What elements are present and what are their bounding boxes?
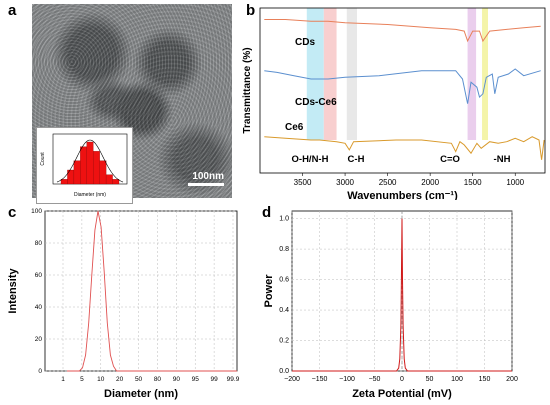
x-tick-label: −100 — [339, 376, 355, 383]
x-tick-label: 50 — [426, 376, 434, 383]
histogram-chart: Diameter (nm) Count — [40, 133, 128, 198]
band-label: -NH — [494, 154, 511, 165]
dls-frame — [44, 210, 238, 372]
zeta-potential-curve — [292, 218, 512, 372]
panel-label-b: b — [246, 2, 256, 19]
y-tick-label: 100 — [31, 208, 42, 215]
y-tick-label: 60 — [35, 272, 43, 279]
x-tick-label: 99.9 — [227, 376, 240, 383]
histogram-y-label: Count — [40, 152, 46, 166]
y-tick-label: 0.4 — [279, 307, 289, 314]
series-label: CDs-Ce6 — [295, 97, 337, 108]
x-tick-label: 5 — [80, 376, 84, 383]
band-ch — [346, 8, 357, 140]
series-line-cds — [264, 19, 541, 43]
x-tick-label: 3500 — [294, 178, 312, 187]
gaussian-fit-curve — [56, 139, 124, 183]
y-tick-label: 0 — [38, 368, 42, 375]
histogram-bar — [80, 146, 87, 185]
zeta-chart: −200 −150 −100 −50 0 50 100 150 200 0.0 0.2 0.4 0.6 0… — [263, 210, 518, 400]
y-tick-label: 40 — [35, 304, 43, 311]
scale-bar — [188, 183, 224, 186]
x-tick-label: 200 — [506, 376, 518, 383]
size-histogram-inset: Diameter (nm) Count — [36, 127, 133, 204]
y-tick-label: 1.0 — [279, 216, 289, 223]
panel-label-a: a — [8, 2, 17, 19]
tem-micrograph: 100nm — [32, 4, 232, 198]
scale-bar-label: 100nm — [192, 171, 224, 182]
histogram-bar — [73, 160, 81, 185]
y-tick-label: 0.2 — [279, 338, 289, 345]
panel-label-d: d — [262, 204, 272, 221]
x-tick-label: 100 — [451, 376, 463, 383]
x-tick-label: 50 — [135, 376, 143, 383]
histogram-bar — [99, 160, 107, 185]
series-label: CDs — [295, 37, 315, 48]
x-tick-label: −150 — [312, 376, 328, 383]
x-tick-label: 2500 — [379, 178, 397, 187]
x-tick-label: 1000 — [506, 178, 524, 187]
panel-label-c: c — [8, 204, 17, 221]
y-axis-label: Intensity — [7, 268, 19, 314]
x-axis-label: Wavenumbers (cm⁻¹) — [347, 190, 458, 200]
x-tick-label: 3000 — [336, 178, 354, 187]
y-axis-label: Power — [263, 274, 275, 308]
band-label: C-H — [348, 154, 365, 165]
x-axis-label: Diameter (nm) — [104, 388, 178, 400]
histogram-x-label: Diameter (nm) — [74, 192, 106, 198]
histogram-bar — [93, 151, 100, 185]
x-tick-label: 80 — [154, 376, 162, 383]
x-tick-label: −50 — [369, 376, 381, 383]
ftir-frame — [259, 7, 546, 174]
x-tick-label: 150 — [479, 376, 491, 383]
y-axis-label: Transmittance (%) — [242, 47, 253, 133]
band-ohnh — [323, 8, 337, 140]
band-label: O-H/N-H — [292, 154, 329, 165]
x-axis-label: Zeta Potential (mV) — [352, 388, 452, 400]
dls-chart: 1 5 10 20 50 80 90 95 99 99.9 0 20 40 60 80 100 Diameter… — [7, 208, 240, 400]
band-label: C=O — [440, 154, 460, 165]
x-tick-label: 95 — [192, 376, 200, 383]
band-ohnh — [306, 8, 324, 140]
y-tick-label: 0.0 — [279, 368, 289, 375]
x-tick-label: 90 — [173, 376, 181, 383]
x-tick-label: 1 — [61, 376, 65, 383]
x-tick-label: 0 — [400, 376, 404, 383]
y-tick-label: 20 — [35, 336, 43, 343]
ftir-chart: CDs CDs-Ce6 Ce6 O-H/N-H C-H C=O -NH 3500 3000 250… — [242, 7, 546, 200]
series-line-ce6 — [264, 136, 545, 160]
x-tick-label: −200 — [284, 376, 300, 383]
histogram-bar — [86, 141, 94, 185]
x-tick-label: 1500 — [464, 178, 482, 187]
series-line-cds-ce6 — [264, 68, 541, 104]
x-tick-label: 2000 — [421, 178, 439, 187]
series-label: Ce6 — [285, 122, 304, 133]
y-tick-label: 0.8 — [279, 246, 289, 253]
y-tick-label: 80 — [35, 240, 43, 247]
histogram-bar — [60, 179, 68, 185]
histogram-bar — [105, 174, 113, 185]
size-distribution-curve — [67, 210, 129, 372]
x-tick-label: 99 — [210, 376, 218, 383]
histogram-bar — [112, 179, 120, 185]
y-tick-label: 0.6 — [279, 277, 289, 284]
band-co — [467, 8, 477, 140]
x-tick-label: 20 — [116, 376, 124, 383]
band-nh — [482, 8, 488, 140]
x-tick-label: 10 — [97, 376, 105, 383]
